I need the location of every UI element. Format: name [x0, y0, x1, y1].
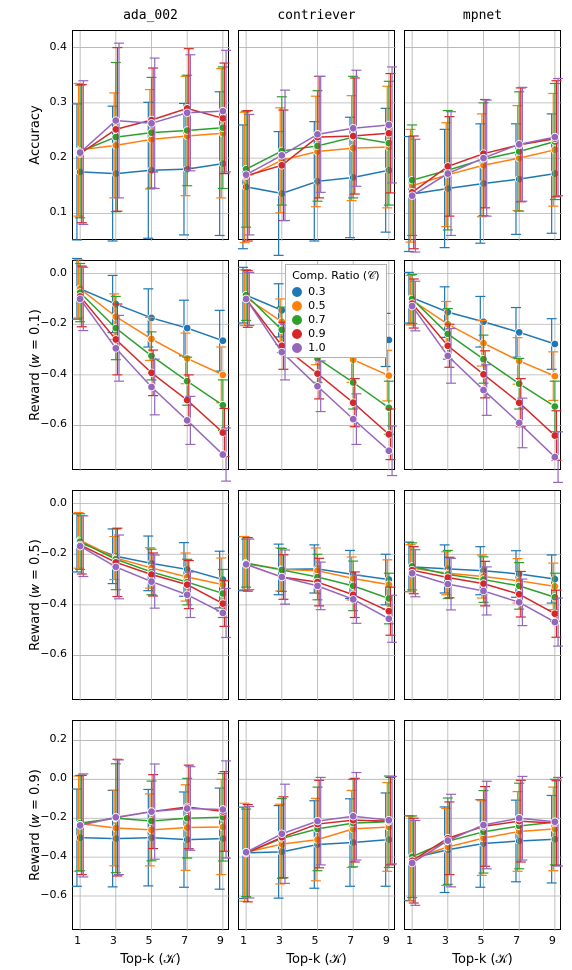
figure: ada_002 contriever mpnet Accuracy Reward (𝑤 … — [0, 0, 572, 970]
x-tick-label: 9 — [549, 934, 556, 947]
row-ylabel: Reward (𝑤 = 0.5) — [28, 490, 43, 700]
x-tick-label: 5 — [478, 934, 485, 947]
y-tick-label: 0.3 — [50, 95, 68, 108]
chart-panel — [404, 30, 561, 240]
x-tick-label: 3 — [276, 934, 283, 947]
legend-marker-icon — [292, 315, 302, 325]
y-tick-label: 0.0 — [50, 496, 68, 509]
row-ylabel: Accuracy — [28, 30, 43, 240]
x-tick-label: 7 — [513, 934, 520, 947]
y-tick-label: 0.2 — [50, 150, 68, 163]
x-tick-label: 3 — [442, 934, 449, 947]
y-tick-label: 0.2 — [50, 732, 68, 745]
x-tick-label: 1 — [74, 934, 81, 947]
chart-panel — [72, 720, 229, 930]
y-tick-label: −0.2 — [40, 810, 67, 823]
x-tick-label: 9 — [383, 934, 390, 947]
legend-marker-icon — [292, 343, 302, 353]
y-tick-label: −0.6 — [40, 888, 67, 901]
legend-item: 0.3 — [292, 285, 379, 298]
chart-panel — [404, 260, 561, 470]
y-tick-label: −0.2 — [40, 546, 67, 559]
y-tick-label: −0.6 — [40, 417, 67, 430]
y-tick-label: −0.4 — [40, 849, 67, 862]
y-tick-label: 0.1 — [50, 205, 68, 218]
x-tick-label: 7 — [347, 934, 354, 947]
legend-marker-icon — [292, 287, 302, 297]
legend-label: 0.3 — [308, 285, 326, 298]
column-title: contriever — [238, 8, 395, 23]
x-tick-label: 1 — [240, 934, 247, 947]
x-tick-label: 5 — [146, 934, 153, 947]
chart-panel — [404, 720, 561, 930]
legend-marker-icon — [292, 301, 302, 311]
x-tick-label: 5 — [312, 934, 319, 947]
row-ylabel: Reward (𝑤 = 0.1) — [28, 260, 43, 470]
y-tick-label: −0.2 — [40, 316, 67, 329]
legend-item: 1.0 — [292, 341, 379, 354]
legend-title: Comp. Ratio (𝒞) — [292, 269, 379, 283]
chart-panel — [238, 720, 395, 930]
x-tick-label: 9 — [217, 934, 224, 947]
legend-item: 0.5 — [292, 299, 379, 312]
chart-panel — [72, 30, 229, 240]
column-title: ada_002 — [72, 8, 229, 23]
x-tick-label: 3 — [110, 934, 117, 947]
y-tick-label: −0.4 — [40, 597, 67, 610]
legend-label: 0.7 — [308, 313, 326, 326]
y-tick-label: −0.6 — [40, 647, 67, 660]
legend-label: 0.5 — [308, 299, 326, 312]
x-axis-label: Top-k (𝒦) — [238, 952, 395, 967]
x-tick-label: 7 — [181, 934, 188, 947]
legend: Comp. Ratio (𝒞) 0.30.50.70.91.0 — [285, 264, 386, 358]
legend-item: 0.9 — [292, 327, 379, 340]
legend-marker-icon — [292, 329, 302, 339]
x-axis-label: Top-k (𝒦) — [72, 952, 229, 967]
x-tick-label: 1 — [406, 934, 413, 947]
chart-panel — [404, 490, 561, 700]
legend-item: 0.7 — [292, 313, 379, 326]
chart-panel — [72, 490, 229, 700]
legend-label: 0.9 — [308, 327, 326, 340]
y-tick-label: 0.0 — [50, 771, 68, 784]
chart-panel — [72, 260, 229, 470]
y-tick-label: −0.4 — [40, 367, 67, 380]
y-tick-label: 0.0 — [50, 266, 68, 279]
x-axis-label: Top-k (𝒦) — [404, 952, 561, 967]
y-tick-label: 0.4 — [50, 40, 68, 53]
chart-panel — [238, 30, 395, 240]
column-title: mpnet — [404, 8, 561, 23]
chart-panel — [238, 490, 395, 700]
legend-label: 1.0 — [308, 341, 326, 354]
